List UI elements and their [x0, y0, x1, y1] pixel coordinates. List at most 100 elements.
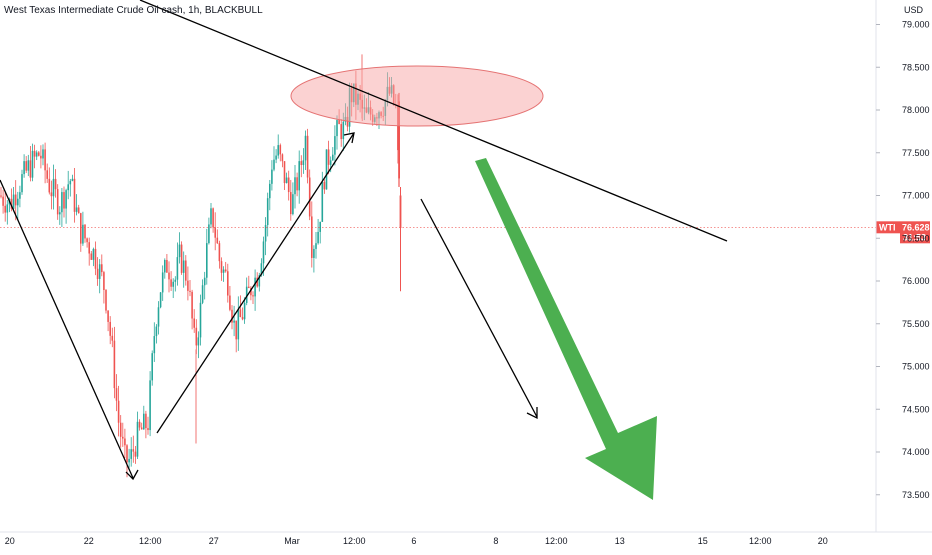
candle-body	[241, 317, 244, 320]
candle-body	[189, 290, 191, 292]
time-axis: 20 22 12:00 27 Mar 12:00 6 8 12:00 13 15 12:00 20	[0, 531, 932, 546]
candle-body	[46, 170, 48, 179]
candle-body	[103, 272, 105, 290]
candle-body	[269, 183, 271, 199]
candle-body	[262, 241, 265, 264]
candle-body	[80, 213, 82, 244]
candle-body	[229, 295, 231, 310]
candle-body	[321, 181, 324, 222]
candle-body	[92, 248, 95, 260]
candle-body	[40, 155, 42, 159]
time-tick-label: 8	[493, 536, 498, 546]
candle-body	[77, 207, 80, 214]
candle-body	[96, 268, 99, 279]
candle-body	[174, 279, 177, 282]
candle-body	[199, 302, 202, 338]
candle-body	[61, 192, 63, 213]
candle-body	[283, 161, 286, 184]
price-tick-label: 77.500	[902, 148, 930, 158]
candle-body	[107, 310, 109, 322]
candle-body	[237, 309, 240, 340]
candle-body	[136, 421, 139, 457]
candle-body	[126, 445, 128, 463]
candle-body	[44, 149, 46, 171]
candle-body	[319, 221, 321, 232]
candle-body	[21, 174, 23, 193]
candle-body	[19, 192, 21, 199]
price-tick-label: 77.000	[902, 191, 930, 201]
candle-body	[313, 248, 315, 258]
unit-label: USD	[904, 5, 924, 15]
candle-body	[12, 194, 15, 209]
candle-body	[290, 192, 292, 215]
candle-body	[277, 145, 279, 156]
candle-body	[71, 178, 74, 181]
candle-body	[82, 224, 84, 244]
candle-body	[86, 238, 88, 243]
candle-body	[65, 190, 67, 209]
candle-body	[17, 198, 19, 206]
price-tick-label: 73.500	[902, 490, 930, 500]
candle-body	[14, 194, 17, 206]
candle-body	[285, 177, 288, 184]
candle-body	[101, 264, 103, 273]
candle-body	[399, 195, 402, 228]
candle-body	[117, 400, 120, 423]
price-badge	[900, 221, 930, 244]
candle-body	[264, 225, 267, 242]
candle-body	[243, 302, 246, 320]
candle-body	[206, 243, 208, 278]
candle-body	[132, 449, 135, 452]
candle-body	[193, 318, 195, 328]
candle-body	[260, 263, 263, 276]
candle-body	[42, 149, 44, 159]
bearish-arrow	[475, 158, 657, 500]
candle-body	[235, 320, 237, 340]
candle-body	[113, 340, 116, 389]
candle-body	[69, 180, 72, 185]
countdown-label: 31:53	[903, 232, 926, 242]
candle-body	[147, 428, 149, 431]
candle-body	[252, 295, 254, 297]
candle-body	[166, 259, 168, 273]
candle-body	[48, 178, 51, 193]
candle-body	[397, 105, 399, 151]
candle-body	[155, 326, 158, 337]
candle-body	[302, 160, 305, 166]
candle-body	[151, 353, 153, 381]
candle-body	[38, 152, 40, 156]
time-tick-label: 12:00	[139, 536, 162, 546]
candle-body	[29, 160, 32, 178]
time-tick-label: 22	[84, 536, 94, 546]
price-tick-label: 78.500	[902, 62, 930, 72]
descending-trendline	[139, 0, 728, 242]
candle-body	[67, 184, 69, 191]
time-tick-label: 6	[411, 536, 416, 546]
candle-body	[176, 257, 179, 280]
candle-body	[6, 204, 9, 213]
candle-body	[201, 285, 204, 303]
candle-body	[254, 277, 256, 297]
candle-body	[346, 116, 349, 127]
candle-body	[168, 272, 170, 280]
candle-body	[315, 243, 317, 249]
time-tick-label: Mar	[284, 536, 300, 546]
candle-body	[185, 260, 187, 281]
candle-body	[115, 388, 118, 401]
candle-body	[182, 260, 185, 273]
candle-body	[279, 145, 282, 155]
candle-body	[292, 194, 294, 215]
candle-body	[56, 189, 59, 215]
candle-body	[294, 177, 296, 195]
candle-body	[94, 248, 97, 269]
price-tick-label: 78.000	[902, 105, 930, 115]
candle-body	[33, 150, 36, 157]
candle-body	[105, 289, 107, 311]
candle-body	[0, 195, 2, 197]
candle-body	[161, 272, 164, 293]
candle-body	[109, 321, 111, 336]
candle-body	[10, 198, 13, 209]
candle-body	[153, 336, 156, 354]
